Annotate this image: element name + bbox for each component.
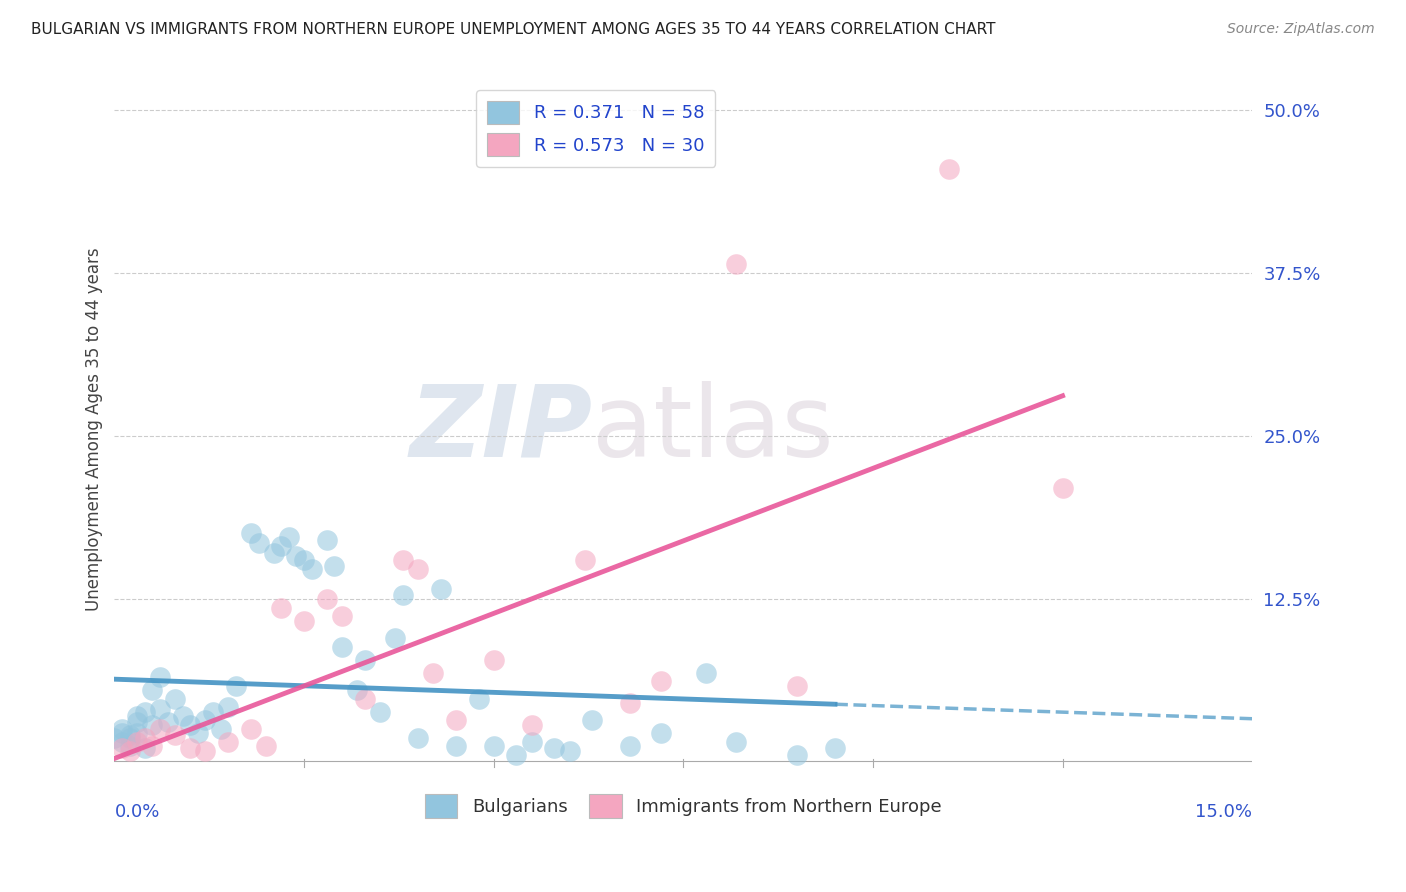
Point (179, 741, 201, 756)
Point (406, 731, 429, 745)
Point (406, 561, 429, 575)
Point (482, 653, 505, 667)
Point (127, 715, 149, 730)
Point (134, 731, 156, 745)
Point (254, 739, 277, 753)
Point (127, 735, 149, 749)
Point (444, 713, 467, 727)
Point (141, 682, 163, 697)
Point (619, 739, 641, 753)
Point (520, 735, 543, 749)
Point (1052, 481, 1074, 495)
Text: ZIP: ZIP (409, 381, 592, 478)
Point (467, 692, 489, 706)
Point (118, 744, 141, 758)
Point (111, 741, 134, 756)
Point (558, 744, 581, 758)
Point (482, 739, 505, 753)
Point (581, 713, 603, 727)
Point (202, 705, 225, 719)
Point (650, 673, 672, 688)
Point (111, 735, 134, 749)
Point (391, 552, 413, 566)
Point (301, 561, 323, 575)
Text: BULGARIAN VS IMMIGRANTS FROM NORTHERN EUROPE UNEMPLOYMENT AMONG AGES 35 TO 44 YE: BULGARIAN VS IMMIGRANTS FROM NORTHERN EU… (31, 22, 995, 37)
Y-axis label: Unemployment Among Ages 35 to 44 years: Unemployment Among Ages 35 to 44 years (86, 247, 103, 611)
Point (194, 744, 217, 758)
Point (118, 731, 141, 745)
Legend: Bulgarians, Immigrants from Northern Europe: Bulgarians, Immigrants from Northern Eur… (418, 787, 949, 825)
Point (149, 670, 172, 684)
Point (938, 161, 960, 176)
Text: Source: ZipAtlas.com: Source: ZipAtlas.com (1227, 22, 1375, 37)
Point (247, 535, 270, 549)
Point (695, 665, 717, 680)
Point (277, 530, 299, 544)
Point (217, 699, 239, 714)
Point (149, 702, 172, 716)
Point (141, 718, 163, 732)
Point (118, 728, 141, 742)
Point (330, 608, 353, 623)
Point (315, 533, 337, 547)
Point (391, 588, 413, 602)
Point (217, 735, 239, 749)
Point (127, 709, 149, 723)
Point (353, 692, 375, 706)
Point (270, 600, 292, 615)
Point (156, 715, 179, 730)
Point (239, 526, 262, 541)
Point (209, 722, 232, 736)
Point (141, 739, 163, 753)
Point (134, 705, 156, 719)
Point (505, 747, 527, 762)
Point (103, 731, 125, 745)
Point (263, 546, 285, 560)
Text: 0.0%: 0.0% (114, 803, 160, 822)
Point (111, 726, 134, 740)
Point (194, 713, 217, 727)
Point (429, 582, 451, 597)
Point (292, 552, 315, 566)
Point (127, 726, 149, 740)
Point (315, 591, 337, 606)
Point (270, 540, 292, 554)
Point (111, 722, 134, 736)
Point (292, 614, 315, 628)
Text: atlas: atlas (592, 381, 834, 478)
Point (619, 696, 641, 710)
Point (285, 549, 308, 563)
Text: 15.0%: 15.0% (1195, 803, 1253, 822)
Point (786, 679, 808, 693)
Point (574, 552, 596, 566)
Point (239, 722, 262, 736)
Point (384, 631, 406, 645)
Point (179, 718, 201, 732)
Point (165, 728, 187, 742)
Point (543, 741, 565, 756)
Point (323, 559, 346, 574)
Point (824, 741, 846, 756)
Point (346, 682, 368, 697)
Point (187, 726, 209, 740)
Point (353, 653, 375, 667)
Point (520, 718, 543, 732)
Point (225, 679, 247, 693)
Point (725, 735, 748, 749)
Point (330, 640, 353, 654)
Point (422, 665, 444, 680)
Point (725, 257, 748, 271)
Point (172, 709, 194, 723)
Point (165, 692, 187, 706)
Point (368, 705, 391, 719)
Point (134, 741, 156, 756)
Point (118, 739, 141, 753)
Point (444, 739, 467, 753)
Point (650, 726, 672, 740)
Point (786, 747, 808, 762)
Point (149, 722, 172, 736)
